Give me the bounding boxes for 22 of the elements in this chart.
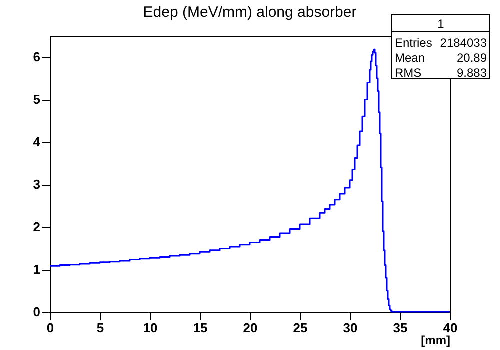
y-tick-label: 3 (33, 177, 40, 192)
x-tick-label: 0 (46, 320, 54, 336)
y-tick-label: 6 (33, 50, 40, 65)
x-tick-label: 25 (293, 320, 308, 336)
x-tick-label: 35 (393, 320, 408, 336)
text: Entries 2184033 (395, 36, 487, 50)
x-tick-label: 15 (193, 320, 208, 336)
text: RMS 9.883 (395, 66, 487, 80)
text: Mean 20.89 (395, 51, 487, 65)
x-tick-label: 20 (243, 320, 258, 336)
text: 1 (438, 17, 445, 31)
y-tick-label: 0 (33, 304, 40, 320)
chart-title: Edep (MeV/mm) along absorber (143, 4, 357, 21)
x-tick-label: 5 (96, 320, 104, 336)
y-tick-label: 5 (33, 92, 40, 108)
x-tick-label: 30 (343, 320, 358, 336)
x-tick-label: 40 (443, 320, 458, 336)
x-axis-title: [mm] (421, 334, 450, 348)
y-tick-label: 2 (33, 220, 40, 235)
y-tick-label: 1 (33, 262, 40, 278)
y-tick-label: 4 (33, 134, 42, 150)
x-tick-label: 10 (143, 320, 158, 336)
